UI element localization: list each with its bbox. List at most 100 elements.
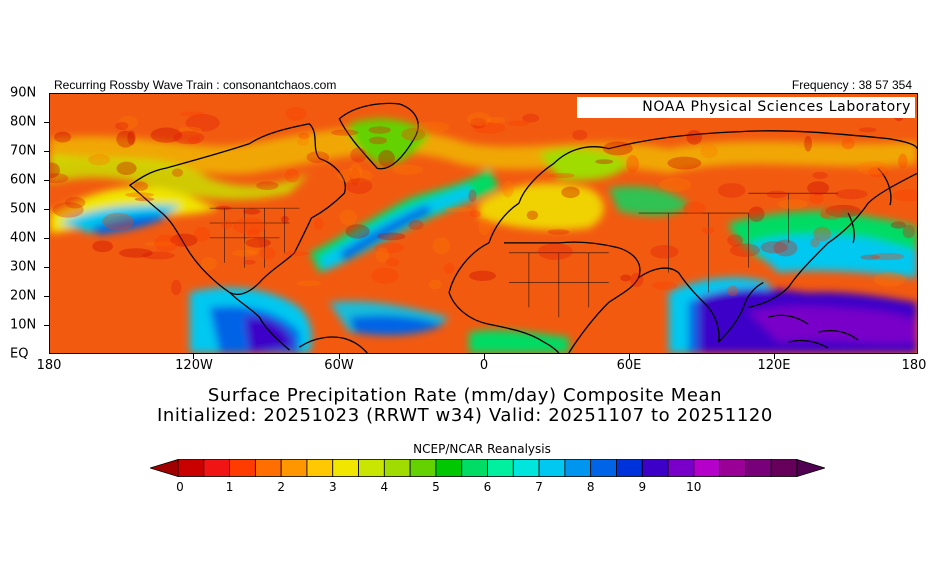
speckle — [280, 215, 289, 224]
speckle — [177, 126, 203, 136]
speckle — [890, 221, 906, 229]
speckle — [595, 159, 614, 165]
speckle — [702, 226, 714, 235]
speckle — [345, 224, 370, 239]
speckle — [392, 164, 424, 175]
colorbar-swatch — [461, 459, 488, 477]
colorbar-swatch — [745, 459, 772, 477]
speckle — [717, 183, 746, 198]
lon-tick — [629, 354, 630, 359]
colorbar-swatch — [409, 459, 437, 477]
speckle — [868, 166, 889, 178]
lat-label-10n: 10N — [10, 317, 37, 333]
speckle — [432, 237, 451, 255]
colorbar-swatch — [177, 459, 205, 477]
speckle — [52, 201, 84, 218]
colorbar-swatch — [693, 459, 721, 477]
speckle — [478, 218, 491, 236]
speckle — [368, 136, 387, 145]
speckle — [547, 229, 570, 235]
speckle — [486, 116, 506, 124]
colorbar-label: 1 — [225, 480, 234, 494]
colorbar-swatch — [383, 459, 411, 477]
colorbar-swatch — [435, 459, 463, 477]
colorbar-swatch — [719, 459, 746, 477]
speckle — [115, 121, 129, 131]
speckle — [414, 121, 450, 134]
precipitation-map: NOAA Physical Sciences Laboratory — [49, 93, 918, 354]
speckle — [260, 197, 270, 203]
speckle — [127, 130, 136, 145]
speckle — [215, 205, 232, 211]
speckle — [841, 138, 855, 150]
speckle — [134, 197, 155, 202]
speckle — [561, 186, 580, 199]
colorbar-label: 7 — [535, 480, 543, 494]
speckle — [626, 155, 639, 173]
speckle — [700, 144, 718, 159]
speckle — [727, 234, 744, 247]
colorbar-label: 6 — [483, 480, 492, 494]
lat-label-60n: 60N — [10, 172, 37, 188]
speckle — [243, 208, 261, 215]
speckle — [331, 129, 359, 136]
coastlines — [129, 102, 917, 353]
speckle — [185, 114, 220, 132]
speckle — [386, 257, 400, 267]
speckle — [154, 234, 179, 252]
speckle — [376, 232, 406, 241]
precip-field — [50, 118, 917, 353]
speckle — [766, 190, 788, 199]
colorbar-swatch — [641, 459, 669, 477]
lon-label-120w: 120W — [175, 358, 213, 373]
speckle — [630, 272, 644, 288]
speckle — [804, 135, 813, 152]
speckle — [376, 247, 389, 263]
speckle — [349, 162, 362, 180]
speckle — [242, 259, 256, 265]
speckle — [243, 237, 261, 255]
speckle — [445, 206, 473, 213]
speckle — [180, 111, 206, 117]
speckle — [825, 204, 861, 218]
colorbar-label: 0 — [176, 480, 184, 494]
lon-label-60e: 60E — [616, 358, 642, 373]
speckle — [283, 250, 310, 256]
speckle — [247, 228, 261, 240]
speckle — [245, 238, 271, 248]
colorbar-swatch — [280, 459, 308, 477]
speckle — [171, 279, 182, 296]
map-subtitle: Initialized: 20251023 (RRWT w34) Valid: … — [157, 405, 773, 426]
speckle — [773, 239, 798, 257]
speckle — [812, 171, 828, 180]
lat-tick — [44, 267, 49, 268]
noaa-watermark: NOAA Physical Sciences Laboratory — [577, 97, 915, 118]
colorbar-swatch — [358, 459, 385, 477]
colorbar-over-arrow — [796, 459, 825, 477]
colorbar-swatch — [229, 459, 256, 477]
speckle — [339, 209, 358, 226]
precip-speckle — [50, 106, 917, 297]
lat-label-30n: 30N — [10, 259, 37, 275]
lat-tick — [44, 296, 49, 297]
lon-label-120e: 120E — [757, 358, 791, 373]
speckle — [860, 254, 880, 260]
colorbar-swatch — [306, 459, 334, 477]
lat-tick — [44, 180, 49, 181]
lat-tick — [44, 325, 49, 326]
speckle — [220, 220, 233, 229]
speckle — [313, 217, 324, 231]
speckle — [522, 113, 540, 123]
speckle — [870, 252, 905, 261]
speckle — [200, 256, 217, 271]
speckle — [171, 168, 184, 177]
speckle — [602, 141, 633, 156]
speckle — [349, 167, 360, 185]
speckle — [173, 131, 205, 145]
speckle — [296, 280, 322, 287]
speckle — [820, 212, 831, 219]
speckle — [298, 132, 310, 140]
speckle — [748, 206, 765, 222]
speckle — [232, 217, 266, 235]
speckle — [472, 121, 506, 134]
